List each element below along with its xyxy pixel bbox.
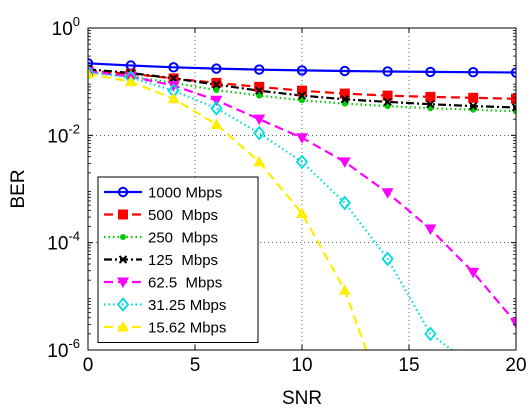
data-point-4 xyxy=(510,318,516,329)
data-point-0 xyxy=(468,67,479,78)
data-point-4 xyxy=(467,267,480,279)
data-point-0 xyxy=(425,66,436,78)
legend-marker-0 xyxy=(117,186,129,198)
data-point-1 xyxy=(425,91,436,102)
y-tick-exponent: 0 xyxy=(73,14,80,29)
legend-marker-4 xyxy=(117,277,129,288)
y-tick-label: 10-2 xyxy=(47,121,80,147)
x-tick-label: 5 xyxy=(190,355,201,376)
data-point-3 xyxy=(426,100,435,109)
data-point-1 xyxy=(468,92,479,103)
data-point-1 xyxy=(511,93,516,104)
data-point-0 xyxy=(296,65,308,76)
data-point-4 xyxy=(253,114,266,126)
data-point-1 xyxy=(254,81,265,92)
data-point-3 xyxy=(212,80,221,89)
data-point-6 xyxy=(88,67,94,79)
legend-label-6: 15.62 Mbps xyxy=(148,320,226,337)
x-tick-label: 10 xyxy=(291,355,312,376)
data-point-4 xyxy=(424,224,437,235)
legend-label-1: 500 Mbps xyxy=(148,207,218,224)
y-tick-exponent: -6 xyxy=(68,336,80,351)
legend-label-3: 125 Mbps xyxy=(148,252,218,269)
legend-marker-5 xyxy=(116,297,130,312)
data-point-6 xyxy=(296,207,308,218)
legend-marker-6 xyxy=(117,321,129,332)
data-point-5 xyxy=(338,195,351,211)
data-point-5 xyxy=(424,326,437,342)
y-tick-label: 10-4 xyxy=(47,229,80,255)
data-point-4 xyxy=(338,157,351,168)
data-point-3 xyxy=(340,95,350,104)
data-point-3 xyxy=(297,91,307,100)
data-point-5 xyxy=(88,64,95,80)
data-point-4 xyxy=(381,188,394,199)
data-point-4 xyxy=(167,80,180,92)
x-tick-label: 15 xyxy=(398,355,419,376)
y-tick-label: 10-6 xyxy=(47,336,80,362)
series-markers xyxy=(88,58,516,342)
y-axis-label: BER xyxy=(8,169,29,208)
data-point-1 xyxy=(339,88,350,99)
y-tick-base: 10 xyxy=(47,341,68,362)
legend: 1000 Mbps 500 Mbps 250 Mbps 125 Mbps 62.5 Mb… xyxy=(97,176,259,343)
data-point-6 xyxy=(253,155,266,167)
y-tick-base: 10 xyxy=(47,234,68,255)
data-point-6 xyxy=(338,284,351,295)
legend-label-5: 31.25 Mbps xyxy=(148,297,226,314)
x-tick-label: 0 xyxy=(83,355,94,376)
data-point-3 xyxy=(254,86,264,95)
data-point-3 xyxy=(468,101,478,111)
legend-label-0: 1000 Mbps xyxy=(148,185,222,202)
data-point-2 xyxy=(213,86,220,93)
data-point-5 xyxy=(253,125,266,141)
data-point-1 xyxy=(211,77,222,88)
y-tick-label: 100 xyxy=(52,14,80,40)
data-point-3 xyxy=(383,97,392,107)
data-point-0 xyxy=(168,62,179,73)
data-point-5 xyxy=(295,154,309,170)
y-tick-exponent: -2 xyxy=(68,121,80,136)
data-point-5 xyxy=(210,100,223,116)
data-point-0 xyxy=(254,64,265,75)
x-axis-label: SNR xyxy=(282,388,322,409)
data-point-2 xyxy=(299,97,305,104)
data-point-3 xyxy=(169,74,178,83)
y-tick-exponent: -4 xyxy=(68,229,80,244)
data-point-6 xyxy=(210,118,223,129)
legend-marker-1 xyxy=(118,209,128,220)
series-line-0 xyxy=(88,62,516,74)
legend-marker-3 xyxy=(118,255,128,264)
data-point-1 xyxy=(382,90,393,101)
data-point-2 xyxy=(256,92,263,99)
data-point-6 xyxy=(167,92,180,104)
data-point-5 xyxy=(381,251,394,267)
y-tick-base: 10 xyxy=(47,126,68,147)
data-point-0 xyxy=(211,63,222,74)
y-tick-base: 10 xyxy=(52,19,73,40)
data-point-0 xyxy=(339,65,350,77)
data-point-0 xyxy=(382,66,393,77)
data-point-4 xyxy=(296,133,308,144)
legend-label-2: 250 Mbps xyxy=(148,230,218,247)
x-tick-label: 20 xyxy=(505,355,526,376)
legend-marker-2 xyxy=(120,234,126,240)
series-line-6 xyxy=(88,72,368,350)
data-point-1 xyxy=(297,85,307,96)
data-point-6 xyxy=(124,75,137,87)
legend-label-4: 62.5 Mbps xyxy=(148,275,222,292)
